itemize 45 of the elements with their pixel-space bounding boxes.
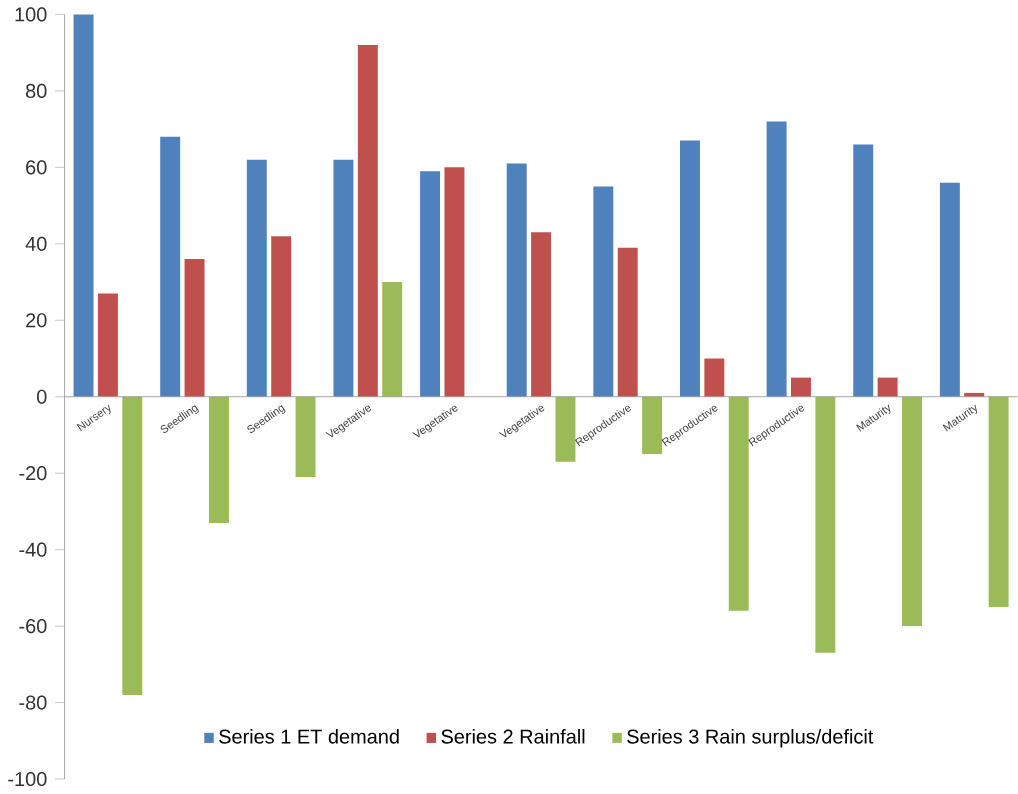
bar — [295, 396, 316, 478]
bar — [617, 247, 638, 397]
bar — [357, 45, 378, 397]
y-tick-label: 20 — [26, 313, 47, 328]
bar — [680, 140, 700, 397]
y-tick-label: -20 — [19, 466, 47, 481]
bar — [531, 232, 552, 397]
legend-label: Series 1 ET demand — [219, 729, 399, 744]
bar — [555, 396, 576, 462]
bar — [791, 377, 811, 397]
bar — [97, 293, 118, 397]
bar — [728, 396, 749, 612]
bar — [184, 259, 205, 397]
bar — [271, 236, 292, 397]
legend-label: Series 2 Rainfall — [441, 729, 585, 744]
bar — [815, 396, 836, 654]
bar — [122, 396, 143, 696]
y-tick-label: -80 — [19, 695, 47, 710]
bar — [160, 137, 181, 397]
bar — [246, 159, 267, 397]
bar — [382, 282, 403, 397]
y-tick-label: 80 — [26, 84, 47, 99]
bar — [853, 144, 874, 397]
bar — [444, 167, 465, 397]
y-tick-label: -40 — [19, 542, 47, 557]
bar — [73, 14, 94, 397]
y-tick-label: 100 — [15, 7, 47, 22]
bar — [333, 159, 354, 397]
y-tick-label: -100 — [8, 772, 47, 787]
y-tick-label: 0 — [36, 389, 47, 405]
y-tick-label: -60 — [19, 619, 47, 634]
bar — [877, 377, 898, 397]
bar — [766, 121, 787, 397]
bar — [902, 396, 922, 627]
bar — [988, 396, 1009, 608]
y-tick-label: 60 — [26, 160, 47, 175]
bar — [704, 358, 725, 397]
bar — [208, 396, 229, 524]
bar — [939, 182, 960, 397]
bar — [642, 396, 663, 455]
bar — [420, 171, 441, 397]
legend-label: Series 3 Rain surplus/deficit — [627, 729, 874, 748]
bar — [506, 163, 527, 397]
bar — [593, 186, 614, 397]
y-tick-label: 40 — [25, 236, 47, 252]
